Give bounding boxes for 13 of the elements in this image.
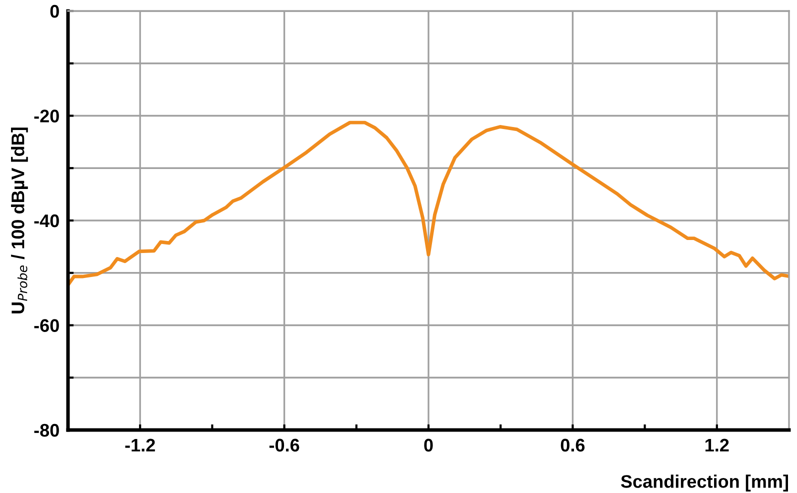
y-tick-label: -60 [34, 319, 59, 332]
y-tick-label: -40 [34, 214, 59, 228]
y-tick-label: 0 [50, 4, 59, 18]
x-axis-title: Scandirection [mm] [620, 474, 788, 492]
x-tick-label: -0.6 [269, 438, 300, 452]
x-tick-label: 0.6 [560, 438, 585, 452]
y-tick-label: -80 [34, 424, 59, 437]
y-axis-title: U$_{Probe}$ / 100 dBµV [dB] [11, 128, 28, 314]
y-tick-label: -20 [34, 110, 59, 122]
line-series [68, 120, 789, 287]
x-tick-label: -1.2 [125, 438, 155, 452]
x-tick-label: 1.2 [705, 438, 729, 452]
x-tick-label: 0 [424, 438, 433, 452]
